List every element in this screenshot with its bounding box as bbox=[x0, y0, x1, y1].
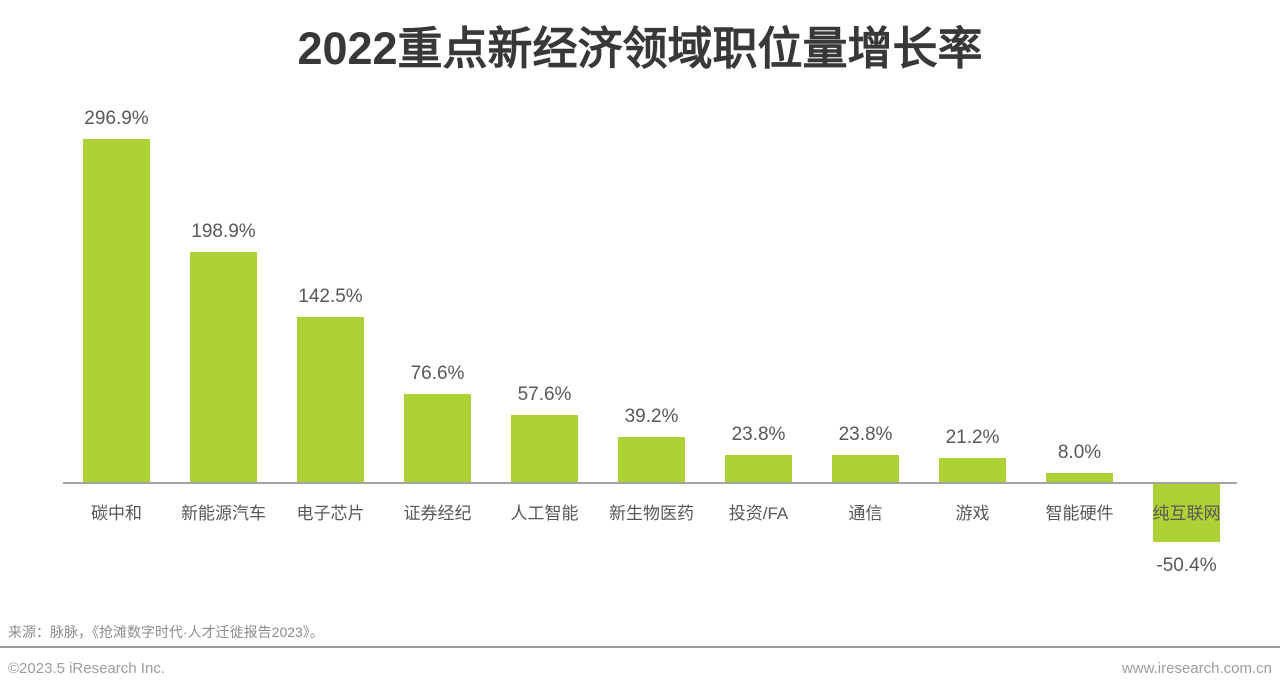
bar-value-label: 23.8% bbox=[731, 424, 786, 445]
x-axis-line bbox=[63, 482, 1237, 484]
bar-value-label: 23.8% bbox=[838, 424, 893, 445]
bar-category-label: 碳中和 bbox=[91, 504, 142, 523]
bar bbox=[1046, 473, 1113, 482]
footer-bar: ©2023.5 iResearch Inc. www.iresearch.com… bbox=[0, 657, 1280, 681]
bar bbox=[511, 415, 578, 482]
page-title: 2022重点新经济领域职位量增长率 bbox=[297, 23, 983, 74]
source-note: 来源：脉脉，《抢滩数字时代·人才迁徙报告2023》。 bbox=[8, 624, 324, 640]
bar-category-label: 新能源汽车 bbox=[181, 504, 266, 523]
bar-value-label: 21.2% bbox=[945, 427, 1000, 448]
bar bbox=[1153, 484, 1220, 542]
bar-value-label: -50.4% bbox=[1156, 555, 1217, 576]
bar bbox=[832, 455, 899, 482]
footer-copyright: ©2023.5 iResearch Inc. bbox=[8, 660, 165, 677]
bar bbox=[190, 252, 257, 482]
footer-website: www.iresearch.com.cn bbox=[1121, 660, 1272, 677]
bar bbox=[725, 455, 792, 482]
bar-category-label: 新生物医药 bbox=[609, 504, 694, 523]
bar-value-label: 76.6% bbox=[410, 363, 465, 384]
bar-value-label: 142.5% bbox=[298, 286, 363, 307]
bar-category-label: 纯互联网 bbox=[1152, 504, 1221, 523]
bar-category-label: 人工智能 bbox=[510, 504, 579, 523]
bar bbox=[83, 139, 150, 482]
bar bbox=[297, 317, 364, 482]
footer-divider bbox=[0, 646, 1280, 648]
bar-category-label: 投资/FA bbox=[728, 504, 789, 523]
bar-category-label: 智能硬件 bbox=[1045, 504, 1114, 523]
bar-category-label: 游戏 bbox=[955, 504, 990, 523]
bar-category-label: 证券经纪 bbox=[403, 504, 472, 523]
bar bbox=[404, 394, 471, 482]
bar-category-label: 电子芯片 bbox=[296, 504, 365, 523]
bar-value-label: 8.0% bbox=[1057, 442, 1102, 463]
bar bbox=[939, 458, 1006, 482]
bar-value-label: 296.9% bbox=[84, 108, 149, 129]
bar-category-label: 通信 bbox=[848, 504, 883, 523]
bar bbox=[618, 437, 685, 482]
bar-value-label: 198.9% bbox=[191, 221, 256, 242]
bar-value-label: 39.2% bbox=[624, 406, 679, 427]
bar-value-label: 57.6% bbox=[517, 384, 572, 405]
